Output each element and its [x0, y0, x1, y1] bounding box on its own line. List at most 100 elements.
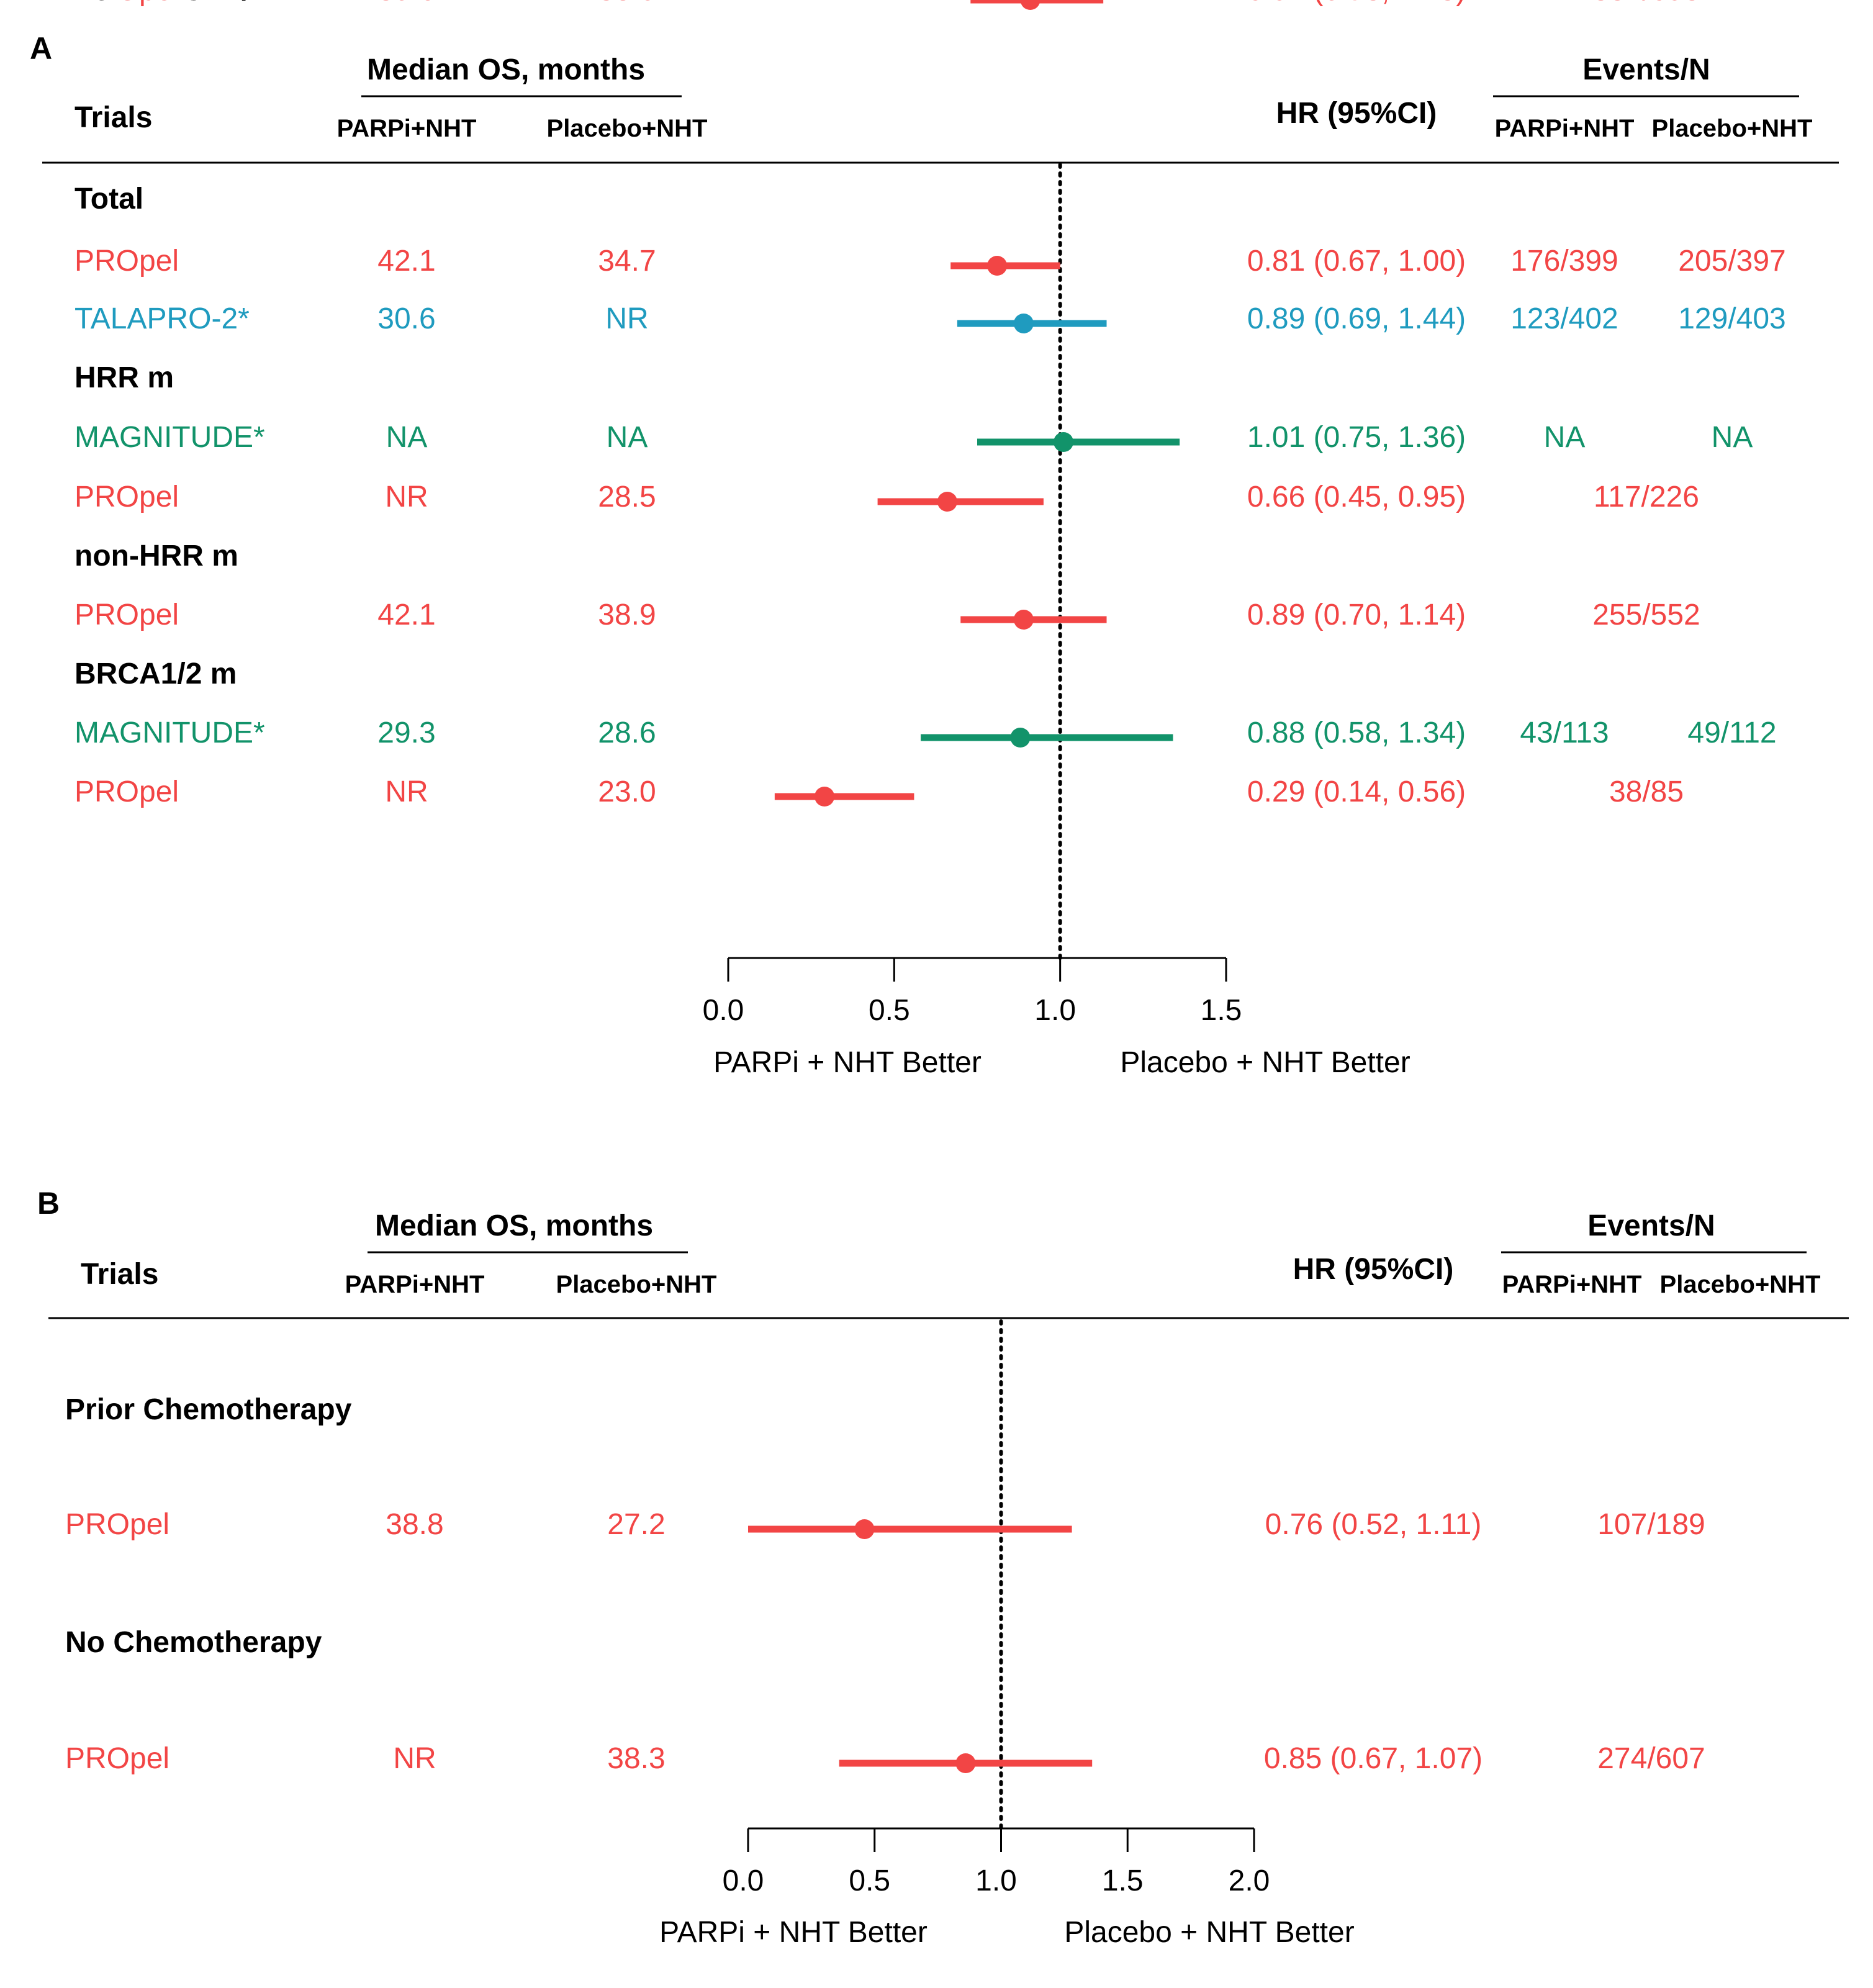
os-parp-value: NA: [386, 421, 428, 454]
trial-name: MAGNITUDE*: [74, 421, 265, 454]
hr-ci-text: 0.85 (0.67, 1.07): [1264, 1742, 1483, 1775]
events-parp: 43/113: [1520, 716, 1609, 749]
x-tick-label: 0.5: [869, 994, 910, 1027]
events-combined: 107/189: [1597, 1508, 1705, 1541]
events-placebo: 49/112: [1687, 716, 1776, 749]
panel-label: B: [37, 1186, 60, 1221]
hr-ci-text: 0.66 (0.45, 0.95): [1247, 481, 1466, 513]
median-os-header: Median OS, months: [367, 53, 645, 86]
trial-name: PROpel: [65, 1742, 169, 1775]
events-parp: NA: [1544, 421, 1586, 454]
os-parp-value: 30.6: [377, 302, 435, 335]
trial-name: PROpel: [74, 0, 179, 7]
panel-b: B Median OS, months Trials PARPi+NHT Placebo…: [37, 1186, 1849, 1949]
median-os-header: Median OS, months: [375, 1209, 653, 1242]
os-parp-value: 42.1: [377, 599, 435, 631]
os-placebo-value: 38.3: [607, 1742, 665, 1775]
os-placebo-value: 34.7: [598, 245, 656, 278]
os-arm2-header: Placebo+NHT: [547, 115, 708, 142]
events-placebo: NA: [1712, 421, 1753, 454]
events-arm1-header: PARPi+NHT: [1495, 115, 1635, 142]
subgroup-label: non-BRCA1/2 m: [74, 0, 301, 7]
subgroup-label: non-HRR m: [74, 540, 238, 572]
hr-ci-text: 1.01 (0.75, 1.36): [1247, 421, 1466, 454]
trial-name: PROpel: [74, 481, 179, 513]
trials-header: Trials: [81, 1258, 158, 1291]
subgroup-label: No Chemotherapy: [65, 1626, 322, 1659]
os-placebo-value: NR: [605, 302, 648, 335]
trial-name: PROpel: [65, 1508, 169, 1541]
x-tick-label: 0.0: [723, 1864, 764, 1897]
hr-ci-text: 0.81 (0.67, 1.00): [1247, 245, 1466, 278]
hr-point: [1020, 0, 1040, 10]
hr-ci-text: 0.89 (0.70, 1.14): [1247, 599, 1466, 631]
subgroup-label: BRCA1/2 m: [74, 657, 237, 690]
os-parp-value: NR: [393, 1742, 436, 1775]
subgroup-label: Total: [74, 183, 143, 215]
os-arm1-header: PARPi+NHT: [345, 1271, 485, 1298]
events-combined: 255/552: [1592, 599, 1700, 631]
trial-name: PROpel: [74, 599, 179, 631]
os-arm2-header: Placebo+NHT: [556, 1271, 717, 1298]
os-parp-value: 38.8: [386, 1508, 443, 1541]
os-placebo-value: 38.9: [598, 599, 656, 631]
os-parp-value: 42.1: [377, 245, 435, 278]
os-parp-value: NR: [385, 775, 428, 808]
hr-ci-text: 0.29 (0.14, 0.56): [1247, 775, 1466, 808]
hr-point: [987, 256, 1008, 276]
os-arm1-header: PARPi+NHT: [337, 115, 477, 142]
events-arm1-header: PARPi+NHT: [1502, 1271, 1642, 1298]
left-better-label: PARPi + NHT Better: [659, 1916, 927, 1949]
panel-label: A: [30, 31, 52, 66]
os-placebo-value: 28.6: [598, 716, 656, 749]
events-parp: 123/402: [1510, 302, 1618, 335]
trials-header: Trials: [74, 101, 152, 134]
os-placebo-value: 27.2: [607, 1508, 665, 1541]
hr-ci-text: 0.89 (0.69, 1.44): [1247, 302, 1466, 335]
hr-point: [1013, 314, 1034, 333]
os-placebo-value: 38.0: [598, 0, 656, 7]
subgroup-label: HRR m: [74, 361, 174, 394]
os-parp-value: 39.6: [377, 0, 435, 7]
os-placebo-value: NA: [607, 421, 648, 454]
events-arm2-header: Placebo+NHT: [1652, 115, 1813, 142]
hr-point: [815, 787, 835, 806]
hr-header: HR (95%CI): [1293, 1253, 1454, 1286]
os-placebo-value: 28.5: [598, 481, 656, 513]
right-better-label: Placebo + NHT Better: [1120, 1046, 1410, 1079]
events-combined: 38/85: [1609, 775, 1684, 808]
x-tick-label: 2.0: [1229, 1864, 1270, 1897]
events-combined: 274/607: [1597, 1742, 1705, 1775]
events-parp: 176/399: [1510, 245, 1618, 278]
os-parp-value: 29.3: [377, 716, 435, 749]
hr-ci-text: 0.88 (0.58, 1.34): [1247, 716, 1466, 749]
right-better-label: Placebo + NHT Better: [1064, 1916, 1354, 1949]
events-combined: 117/226: [1594, 481, 1699, 513]
panel-a: A Median OS, months Trials PARPi+NHT Placebo…: [30, 0, 1839, 1079]
hr-header: HR (95%CI): [1276, 97, 1437, 130]
hr-point: [854, 1519, 875, 1539]
x-tick-label: 1.0: [1034, 994, 1076, 1027]
events-placebo: 205/397: [1678, 245, 1786, 278]
x-tick-label: 1.0: [975, 1864, 1017, 1897]
os-placebo-value: 23.0: [598, 775, 656, 808]
subgroup-label: Prior Chemotherapy: [65, 1393, 352, 1426]
trial-name: MAGNITUDE*: [74, 716, 265, 749]
trial-name: TALAPRO-2*: [74, 302, 250, 335]
events-combined: 334/693: [1592, 0, 1700, 7]
x-tick-label: 0.5: [849, 1864, 890, 1897]
hr-point: [1054, 432, 1074, 452]
x-tick-label: 0.0: [703, 994, 744, 1027]
events-header: Events/N: [1582, 53, 1710, 86]
trial-name: PROpel: [74, 245, 179, 278]
events-arm2-header: Placebo+NHT: [1660, 1271, 1821, 1298]
x-tick-label: 1.5: [1201, 994, 1242, 1027]
hr-point: [955, 1753, 976, 1773]
os-parp-value: NR: [385, 481, 428, 513]
hr-point: [1013, 610, 1034, 630]
hr-ci-text: 0.91 (0.73, 1.13): [1247, 0, 1466, 7]
left-better-label: PARPi + NHT Better: [713, 1046, 982, 1079]
hr-point: [1010, 728, 1031, 748]
trial-name: PROpel: [74, 775, 179, 808]
